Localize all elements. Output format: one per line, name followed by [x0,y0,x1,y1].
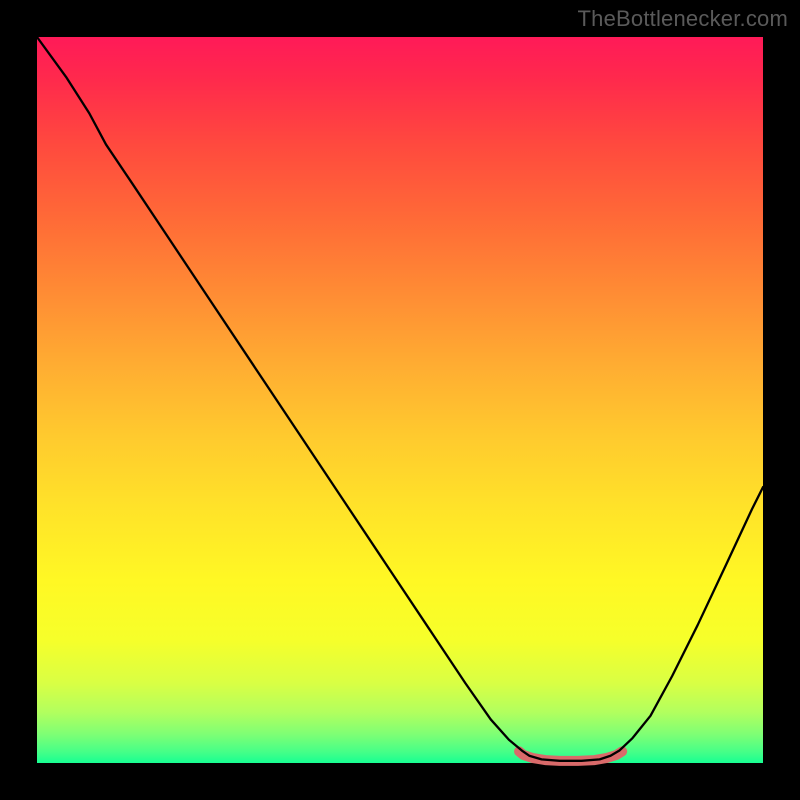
plot-area [37,37,763,763]
bottleneck-curve [37,37,763,761]
curves-layer [37,37,763,763]
watermark-text: TheBottlenecker.com [578,6,788,32]
